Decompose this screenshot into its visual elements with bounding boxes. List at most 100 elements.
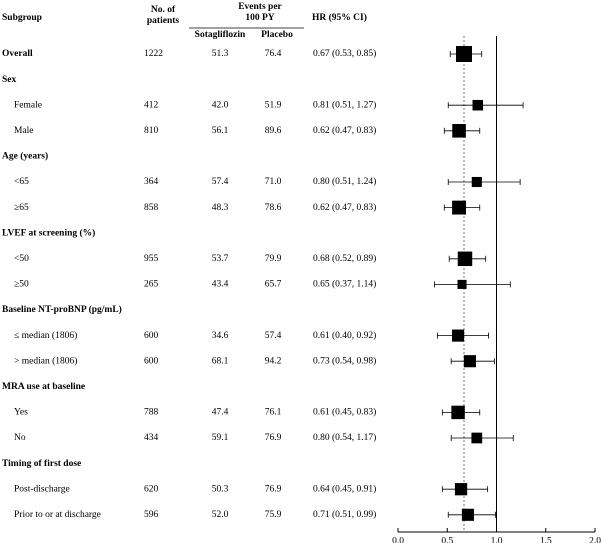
x-tick-label: 1.0 (491, 537, 503, 543)
header-patients-line1: No. of (150, 5, 176, 15)
x-tick-label: 1.5 (540, 537, 552, 543)
row-hr-ci: 0.80 (0.54, 1.17) (313, 432, 376, 443)
hr-point-estimate (457, 251, 473, 267)
row-label: Prior to or at discharge (14, 510, 101, 520)
header-subgroup: Subgroup (2, 13, 42, 23)
row-events-placebo: 57.4 (265, 331, 282, 341)
x-axis: 0.0 0.5 1.0 1.5 2.0 (392, 528, 601, 543)
subgroup-header: Sex (2, 75, 17, 85)
row-patients: 620 (144, 484, 159, 494)
row-patients: 788 (144, 408, 159, 418)
row-hr-ci: 0.68 (0.52, 0.89) (313, 253, 376, 264)
hr-point-estimate (452, 124, 466, 138)
hr-point-estimate (452, 200, 467, 215)
forest-rows: Overall 1222 51.3 76.4 0.67 (0.53, 0.85) Sex F… (2, 36, 524, 532)
hr-point-estimate (454, 483, 468, 496)
row-patients: 434 (144, 433, 159, 443)
row-events-sotagliflozin: 68.1 (212, 356, 229, 366)
row-events-placebo: 76.9 (265, 433, 282, 443)
header-events-line2: 100 PY (245, 13, 275, 23)
hr-point-estimate (452, 329, 465, 342)
row-hr-ci: 0.65 (0.37, 1.14) (313, 279, 376, 290)
row-patients: 412 (144, 100, 159, 110)
header-events-line1: Events per (238, 2, 282, 12)
row-label: Male (14, 126, 34, 136)
row-hr-ci: 0.62 (0.47, 0.83) (313, 202, 376, 213)
row-events-sotagliflozin: 52.0 (212, 510, 229, 520)
x-tick-label: 0.0 (392, 537, 404, 543)
row-label: <50 (14, 254, 29, 264)
row-patients: 600 (144, 331, 159, 341)
row-events-placebo: 89.6 (265, 126, 282, 136)
header-placebo: Placebo (261, 30, 293, 40)
header-sotagliflozin: Sotagliflozin (194, 30, 246, 40)
row-label: Overall (2, 49, 33, 59)
row-label: No (14, 433, 26, 443)
row-label: Post-discharge (14, 484, 70, 494)
row-label: Female (14, 100, 42, 110)
row-patients: 265 (144, 280, 159, 290)
row-events-sotagliflozin: 53.7 (212, 254, 229, 264)
row-label: ≥65 (14, 203, 29, 213)
row-hr-ci: 0.64 (0.45, 0.91) (313, 483, 376, 494)
row-events-placebo: 79.9 (265, 254, 282, 264)
row-hr-ci: 0.80 (0.51, 1.24) (313, 176, 376, 187)
row-label: ≤ median (1806) (14, 330, 77, 341)
row-events-placebo: 71.0 (265, 177, 282, 187)
subgroup-header: MRA use at baseline (2, 382, 85, 392)
row-events-sotagliflozin: 42.0 (212, 100, 229, 110)
row-label: Yes (14, 408, 28, 418)
row-events-sotagliflozin: 47.4 (212, 408, 229, 418)
row-events-placebo: 75.9 (265, 510, 282, 520)
row-hr-ci: 0.81 (0.51, 1.27) (313, 99, 376, 110)
row-patients: 858 (144, 203, 159, 213)
row-hr-ci: 0.73 (0.54, 0.98) (313, 355, 376, 366)
row-events-sotagliflozin: 57.4 (212, 177, 229, 187)
row-label: <65 (14, 177, 29, 187)
row-hr-ci: 0.61 (0.45, 0.83) (313, 407, 376, 418)
row-events-sotagliflozin: 43.4 (212, 280, 229, 290)
subgroup-header: Timing of first dose (2, 459, 81, 469)
row-label: > median (1806) (14, 355, 77, 366)
row-label: ≥50 (14, 280, 29, 290)
header-patients-line2: patients (146, 16, 180, 26)
row-hr-ci: 0.61 (0.40, 0.92) (313, 330, 376, 341)
row-events-placebo: 65.7 (265, 280, 282, 290)
hr-point-estimate (472, 99, 484, 111)
row-patients: 364 (144, 177, 159, 187)
hr-point-estimate (455, 46, 472, 62)
row-patients: 1222 (144, 49, 163, 59)
hr-point-estimate (457, 279, 467, 289)
row-hr-ci: 0.67 (0.53, 0.85) (313, 48, 376, 59)
hr-point-estimate (461, 508, 474, 521)
hr-point-estimate (463, 355, 476, 368)
row-events-placebo: 76.4 (265, 49, 282, 59)
row-events-placebo: 51.9 (265, 100, 282, 110)
row-hr-ci: 0.62 (0.47, 0.83) (313, 125, 376, 136)
row-patients: 596 (144, 510, 159, 520)
subgroup-header: Age (years) (2, 151, 48, 162)
hr-point-estimate (471, 176, 482, 188)
row-hr-ci: 0.71 (0.51, 0.99) (313, 509, 376, 520)
hr-point-estimate (471, 432, 483, 444)
row-events-sotagliflozin: 56.1 (212, 126, 229, 136)
row-events-placebo: 94.2 (265, 356, 282, 366)
hr-point-estimate (451, 405, 465, 420)
row-patients: 810 (144, 126, 159, 136)
row-events-sotagliflozin: 50.3 (212, 484, 229, 494)
row-events-placebo: 76.1 (265, 408, 282, 418)
header-hr: HR (95% CI) (312, 13, 367, 23)
subgroup-header: LVEF at screening (%) (2, 227, 95, 238)
row-events-sotagliflozin: 51.3 (212, 49, 229, 59)
row-events-sotagliflozin: 48.3 (212, 203, 229, 213)
row-events-sotagliflozin: 59.1 (212, 433, 229, 443)
x-tick-label: 0.5 (441, 537, 453, 543)
row-events-sotagliflozin: 34.6 (212, 331, 229, 341)
row-patients: 600 (144, 356, 159, 366)
x-tick-label: 2.0 (589, 537, 601, 543)
row-patients: 955 (144, 254, 159, 264)
subgroup-header: Baseline NT-proBNP (pg/mL) (2, 304, 122, 315)
row-events-placebo: 76.9 (265, 484, 282, 494)
row-events-placebo: 78.6 (265, 203, 282, 213)
